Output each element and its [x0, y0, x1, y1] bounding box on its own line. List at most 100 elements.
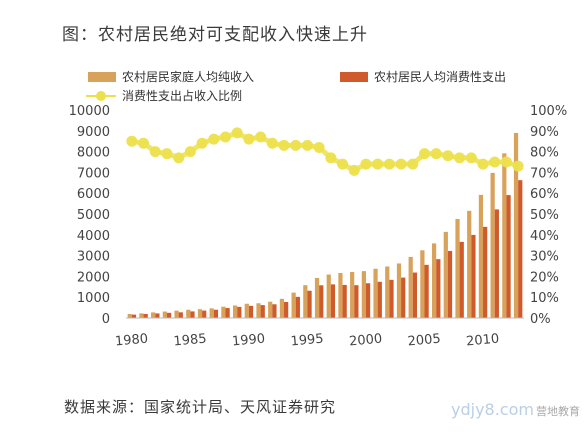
bar-income [502, 153, 507, 318]
ratio-point [372, 158, 384, 170]
bar-consumption [401, 277, 406, 318]
y2-tick-label: 80% [530, 146, 559, 161]
bar-income [420, 250, 425, 318]
bar-income [361, 271, 366, 318]
x-tick-label: 1980 [114, 332, 148, 350]
bar-consumption [272, 304, 277, 318]
y-tick-label: 2000 [77, 270, 110, 285]
bar-consumption [424, 264, 429, 318]
ratio-line [129, 130, 521, 173]
x-tick-label: 2005 [407, 332, 441, 350]
ratio-point [173, 152, 185, 164]
ratio-point [184, 146, 196, 158]
bar-income [396, 263, 402, 318]
bar-income [221, 306, 226, 318]
bar-consumption [166, 312, 172, 318]
ratio-point [231, 127, 243, 139]
ratio-point [208, 133, 220, 145]
ratio-point [465, 152, 477, 164]
bar-consumption [202, 310, 207, 318]
bar-consumption [365, 283, 371, 318]
y2-tick-label: 50% [530, 208, 559, 223]
bar-income [467, 210, 472, 318]
bar-consumption [494, 209, 499, 318]
legend: 农村居民家庭人均纯收入 农村居民人均消费性支出 消费性支出占收入比例 [0, 62, 584, 112]
watermark-text: ydjy8.com [451, 400, 534, 419]
data-source: 数据来源：国家统计局、天风证券研究 [64, 398, 337, 416]
ratio-point [512, 160, 524, 172]
legend-swatch-ratio [86, 90, 116, 102]
bar-income [385, 266, 390, 318]
ratio-point [337, 158, 349, 170]
bar-consumption [319, 285, 324, 318]
chart-title: 图：农村居民绝对可支配收入快速上升 [62, 25, 368, 45]
bar-consumption [483, 226, 488, 318]
legend-label-consumption: 农村居民人均消费性支出 [374, 70, 507, 84]
bar-consumption [284, 301, 289, 318]
y-tick-label: 3000 [77, 250, 110, 265]
bar-income [338, 273, 343, 318]
x-tick-label: 2010 [466, 332, 500, 350]
bar-income [209, 308, 214, 318]
bar-income [478, 194, 484, 318]
y-tick-label: 10000 [69, 104, 110, 119]
ratio-point [301, 139, 313, 151]
ratio-point [220, 131, 231, 143]
bar-income [455, 218, 460, 318]
bar-income [232, 305, 238, 318]
bar-consumption [178, 312, 183, 318]
y-tick-label: 5000 [77, 208, 110, 223]
bar-consumption [260, 305, 265, 318]
ratio-point [138, 137, 150, 149]
bar-income [490, 172, 495, 318]
bar-income [350, 272, 355, 318]
ratio-point [161, 148, 173, 160]
y-tick-label: 6000 [77, 187, 110, 202]
y2-tick-label: 10% [530, 291, 559, 306]
bar-income [151, 312, 156, 318]
y-tick-label: 1000 [77, 291, 110, 306]
bar-consumption [190, 311, 195, 318]
legend-item-ratio: 消费性支出占收入比例 [86, 87, 242, 104]
ratio-point [395, 158, 407, 170]
bar-income [162, 311, 167, 318]
y-tick-label: 7000 [77, 166, 110, 181]
bar-consumption [471, 234, 476, 318]
x-tick-label: 1985 [173, 332, 207, 350]
legend-label-ratio: 消费性支出占收入比例 [122, 89, 243, 103]
bar-income [197, 309, 203, 318]
bar-income [127, 314, 132, 318]
x-tick-label: 1990 [231, 332, 265, 350]
ratio-point [196, 137, 208, 149]
ratio-point [255, 131, 267, 143]
bar-consumption [506, 195, 511, 318]
bar-consumption [518, 180, 523, 318]
bar-income [431, 243, 437, 318]
legend-swatch-income [88, 71, 116, 82]
y2-tick-label: 0% [530, 312, 551, 327]
bar-consumption [307, 290, 312, 318]
bar-consumption [225, 308, 230, 318]
bar-consumption [447, 250, 453, 318]
bar-consumption [295, 296, 300, 318]
ratio-point [290, 139, 302, 151]
bar-consumption [248, 305, 254, 318]
bar-consumption [213, 309, 219, 318]
ratio-point [243, 133, 255, 145]
bar-income [256, 303, 261, 318]
bar-consumption [131, 314, 137, 318]
ratio-point [126, 135, 138, 147]
ratio-point [360, 158, 372, 170]
bar-income [186, 309, 191, 318]
bar-consumption [342, 284, 347, 318]
ratio-point [149, 146, 161, 158]
y2-tick-label: 40% [530, 229, 559, 244]
ratio-point [383, 158, 395, 170]
bar-consumption [412, 272, 418, 318]
bar-income [244, 303, 249, 318]
legend-item-consumption: 农村居民人均消费性支出 [340, 68, 506, 85]
bar-consumption [237, 306, 242, 318]
bar-income [373, 268, 378, 318]
ratio-point [407, 158, 419, 170]
bar-consumption [143, 314, 148, 318]
